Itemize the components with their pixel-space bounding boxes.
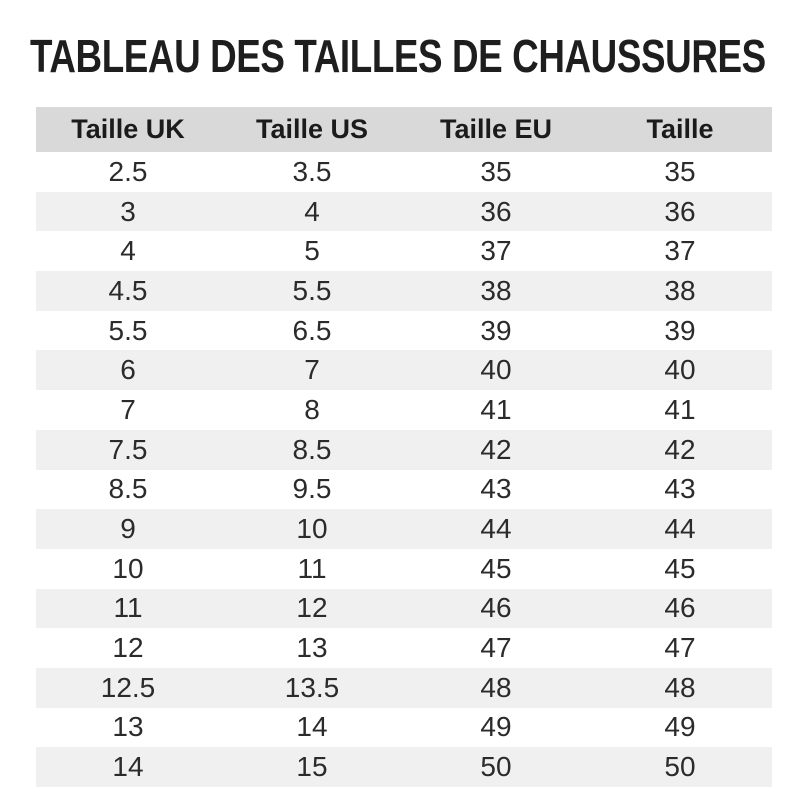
table-row: 12 13 47 47	[36, 628, 772, 668]
table-cell: 12.5	[100, 671, 156, 703]
table-cell: 4	[304, 195, 320, 227]
table-row: 7 8 41 41	[36, 390, 772, 430]
table-row: 7.5 8.5 42 42	[36, 429, 772, 470]
table-cell: 49	[664, 711, 696, 743]
page-title: TABLEAU DES TAILLES DE CHAUSSURES	[30, 30, 766, 82]
table-cell: 15	[296, 751, 328, 783]
table-cell: 13.5	[284, 671, 340, 703]
table-cell: 3	[120, 195, 136, 227]
table-cell: 12	[296, 592, 328, 624]
table-cell: 5.5	[292, 274, 332, 306]
table-cell: 13	[112, 711, 144, 743]
column-header-taille-uk: Taille UK	[36, 107, 220, 152]
table-cell: 10	[296, 513, 328, 545]
table-cell: 44	[480, 513, 512, 545]
table-cell: 48	[664, 671, 696, 703]
table-cell: 37	[664, 235, 696, 267]
table-cell: 45	[664, 552, 696, 584]
table-cell: 5	[304, 235, 320, 267]
table-cell: 7	[120, 393, 136, 425]
column-header-taille-us: Taille US	[220, 107, 404, 152]
table-cell: 45	[480, 552, 512, 584]
table-cell: 8	[304, 393, 320, 425]
table-cell: 12	[112, 632, 144, 664]
table-cell: 7.5	[108, 433, 148, 465]
table-cell: 39	[480, 314, 512, 346]
table-cell: 13	[296, 632, 328, 664]
table-cell: 41	[664, 393, 696, 425]
table-cell: 6.5	[292, 314, 332, 346]
table-row: 12.5 13.5 48 48	[36, 667, 772, 708]
table-row: 14 15 50 50	[36, 747, 772, 787]
table-cell: 47	[480, 632, 512, 664]
table-cell: 2.5	[108, 155, 148, 187]
table-cell: 50	[480, 751, 512, 783]
table-row: 4 5 37 37	[36, 231, 772, 272]
table-header-row: Taille UK Taille US Taille EU Taille	[36, 107, 772, 152]
table-cell: 46	[664, 592, 696, 624]
table-cell: 38	[480, 274, 512, 306]
table-cell: 46	[480, 592, 512, 624]
table-body: 2.5 3.5 35 35 3 4 36 36 4 5 37 37 4.5 5.5 38 38 5.5 6.5 39…	[36, 152, 772, 787]
table-cell: 6	[120, 354, 136, 386]
table-cell: 14	[296, 711, 328, 743]
table-cell: 5.5	[108, 314, 148, 346]
table-cell: 42	[664, 433, 696, 465]
table-cell: 4.5	[108, 274, 148, 306]
table-cell: 43	[664, 473, 696, 505]
table-cell: 36	[480, 195, 512, 227]
table-cell: 11	[113, 592, 143, 624]
table-row: 8.5 9.5 43 43	[36, 469, 772, 510]
table-cell: 40	[664, 354, 696, 386]
table-cell: 8.5	[108, 473, 148, 505]
size-chart-table: Taille UK Taille US Taille EU Taille 2.5 3.5…	[36, 107, 772, 787]
table-cell: 7	[304, 354, 320, 386]
table-row: 3 4 36 36	[36, 191, 772, 232]
table-cell: 35	[664, 155, 696, 187]
table-row: 4.5 5.5 38 38	[36, 271, 772, 311]
table-row: 13 14 49 49	[36, 707, 772, 748]
table-row: 6 7 40 40	[36, 350, 772, 391]
table-row: 9 10 44 44	[36, 509, 772, 549]
table-cell: 11	[297, 552, 327, 584]
table-row: 5.5 6.5 39 39	[36, 310, 772, 351]
table-cell: 9.5	[292, 473, 332, 505]
table-cell: 35	[480, 155, 512, 187]
table-cell: 48	[480, 671, 512, 703]
table-cell: 36	[664, 195, 696, 227]
table-cell: 49	[480, 711, 512, 743]
table-cell: 44	[664, 513, 696, 545]
table-cell: 39	[664, 314, 696, 346]
table-row: 2.5 3.5 35 35	[36, 152, 772, 192]
table-cell: 40	[480, 354, 512, 386]
table-cell: 42	[480, 433, 512, 465]
table-cell: 37	[480, 235, 512, 267]
table-cell: 38	[664, 274, 696, 306]
table-cell: 43	[480, 473, 512, 505]
table-cell: 14	[112, 751, 144, 783]
table-cell: 47	[664, 632, 696, 664]
table-row: 10 11 45 45	[36, 548, 772, 589]
table-row: 11 12 46 46	[36, 588, 772, 629]
table-cell: 8.5	[292, 433, 332, 465]
table-cell: 10	[112, 552, 144, 584]
table-cell: 3.5	[292, 155, 332, 187]
column-header-taille-eu: Taille EU	[404, 107, 588, 152]
table-header: Taille UK Taille US Taille EU Taille	[36, 107, 772, 152]
table-cell: 41	[480, 393, 512, 425]
column-header-taille: Taille	[588, 107, 772, 152]
table-cell: 4	[120, 235, 136, 267]
table-cell: 50	[664, 751, 696, 783]
table-cell: 9	[120, 513, 136, 545]
